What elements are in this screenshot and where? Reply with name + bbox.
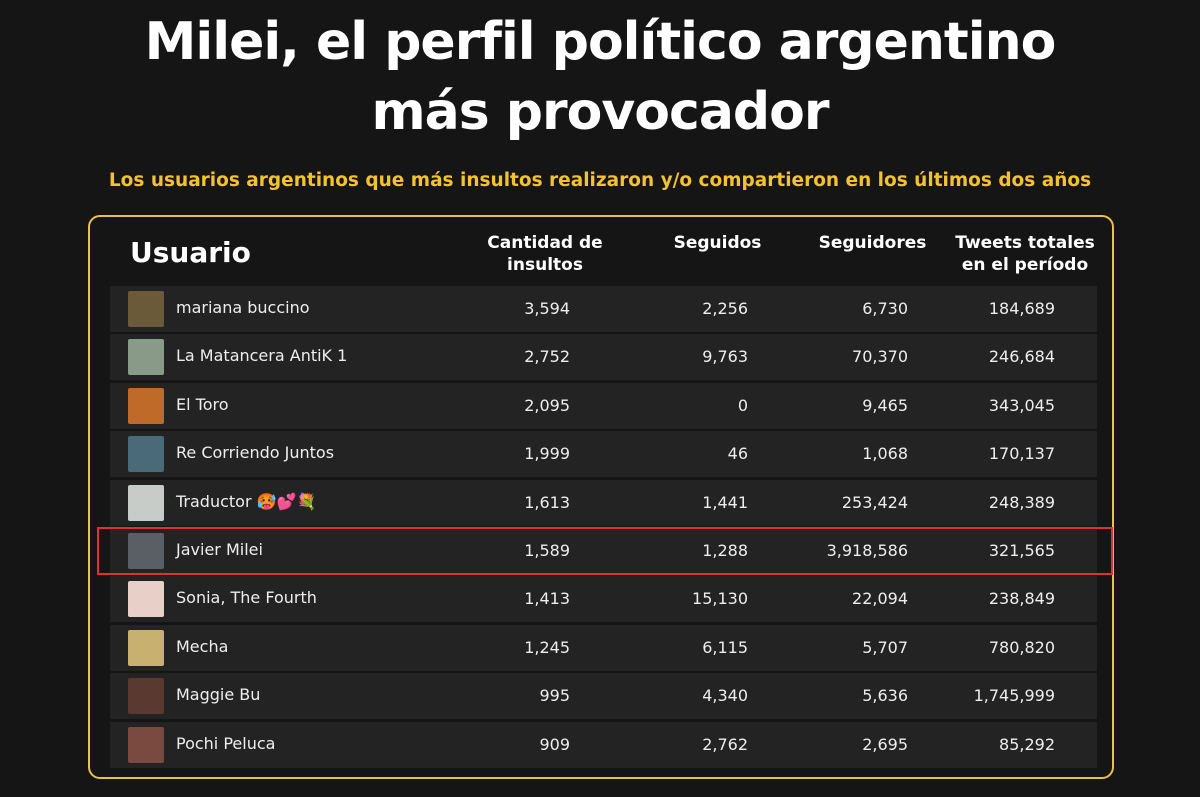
avatar	[128, 581, 164, 618]
cell-value: 170,137	[988, 444, 1055, 464]
avatar	[128, 387, 164, 424]
user-name: El Toro	[176, 394, 229, 414]
user-name: Re Corriendo Juntos	[176, 443, 335, 463]
avatar	[128, 678, 164, 715]
avatar	[128, 484, 164, 521]
cell-value: 22,094	[852, 589, 908, 609]
cell-value: 85,292	[999, 734, 1055, 754]
avatar	[128, 291, 164, 327]
cell-value: 1,613	[524, 492, 570, 512]
cell-value: 253,424	[841, 492, 908, 512]
user-name: mariana buccino	[176, 298, 310, 317]
cell-value: 1,441	[702, 492, 748, 512]
cell-value: 780,820	[988, 637, 1055, 657]
cell-value: 248,389	[988, 492, 1055, 512]
cell-value: 2,762	[702, 734, 748, 754]
table-row	[110, 431, 1097, 478]
column-header: Usuario	[130, 236, 251, 269]
cell-value: 1,068	[862, 444, 908, 464]
cell-value: 2,752	[524, 347, 570, 367]
column-header: Seguidores	[818, 233, 927, 253]
cell-value: 1,589	[524, 541, 570, 560]
cell-value: 246,684	[988, 347, 1055, 367]
cell-value: 1,999	[524, 444, 570, 464]
user-name: Maggie Bu	[176, 685, 261, 705]
table-row	[110, 721, 1097, 768]
subtitle: Los usuarios argentinos que más insultos…	[108, 170, 1092, 191]
cell-value: 0	[737, 395, 748, 415]
cell-value: 46	[727, 444, 748, 464]
cell-value: 2,095	[524, 395, 570, 415]
user-name: Javier Milei	[176, 540, 263, 559]
cell-value: 1,245	[524, 637, 570, 657]
column-header: Cantidad de insultos	[487, 233, 603, 275]
avatar	[128, 436, 164, 473]
avatar	[128, 629, 164, 666]
table-row	[110, 286, 1097, 332]
cell-value: 238,849	[988, 589, 1055, 609]
table-row	[110, 673, 1097, 720]
table-row	[110, 382, 1097, 429]
cell-value: 184,689	[988, 299, 1055, 318]
user-name: Traductor 🥵💕💐	[176, 491, 317, 511]
avatar	[128, 726, 164, 763]
cell-value: 6,730	[862, 299, 908, 318]
cell-value: 2,256	[702, 299, 748, 318]
cell-value: 4,340	[702, 686, 748, 706]
cell-value: 321,565	[988, 541, 1055, 560]
cell-value: 1,288	[702, 541, 748, 560]
cell-value: 9,763	[702, 347, 748, 367]
cell-value: 343,045	[988, 395, 1055, 415]
cell-value: 3,918,586	[826, 541, 908, 560]
avatar	[128, 533, 164, 569]
column-header: Tweets totales en el período	[955, 233, 1095, 275]
avatar	[128, 339, 164, 376]
cell-value: 5,707	[862, 637, 908, 657]
table-row	[110, 479, 1097, 526]
cell-value: 70,370	[852, 347, 908, 367]
table-row	[110, 334, 1097, 381]
table-row	[110, 624, 1097, 671]
title-line: más provocador	[371, 82, 829, 142]
table-row	[110, 576, 1097, 623]
cell-value: 9,465	[862, 395, 908, 415]
column-header: Seguidos	[673, 233, 762, 253]
user-name: Sonia, The Fourth	[176, 588, 317, 608]
cell-value: 6,115	[702, 637, 748, 657]
cell-value: 15,130	[692, 589, 748, 609]
table-row	[110, 528, 1097, 574]
cell-value: 1,413	[524, 589, 570, 609]
cell-value: 1,745,999	[973, 686, 1055, 706]
cell-value: 995	[539, 686, 570, 706]
cell-value: 909	[539, 734, 570, 754]
user-name: Pochi Peluca	[176, 733, 276, 753]
highlight-box	[97, 527, 1113, 575]
table-frame	[88, 215, 1114, 779]
cell-value: 5,636	[862, 686, 908, 706]
cell-value: 3,594	[524, 299, 570, 318]
user-name: La Matancera AntiK 1	[176, 346, 348, 366]
cell-value: 2,695	[862, 734, 908, 754]
user-name: Mecha	[176, 636, 229, 656]
title-line: Milei, el perfil político argentino	[144, 12, 1057, 72]
